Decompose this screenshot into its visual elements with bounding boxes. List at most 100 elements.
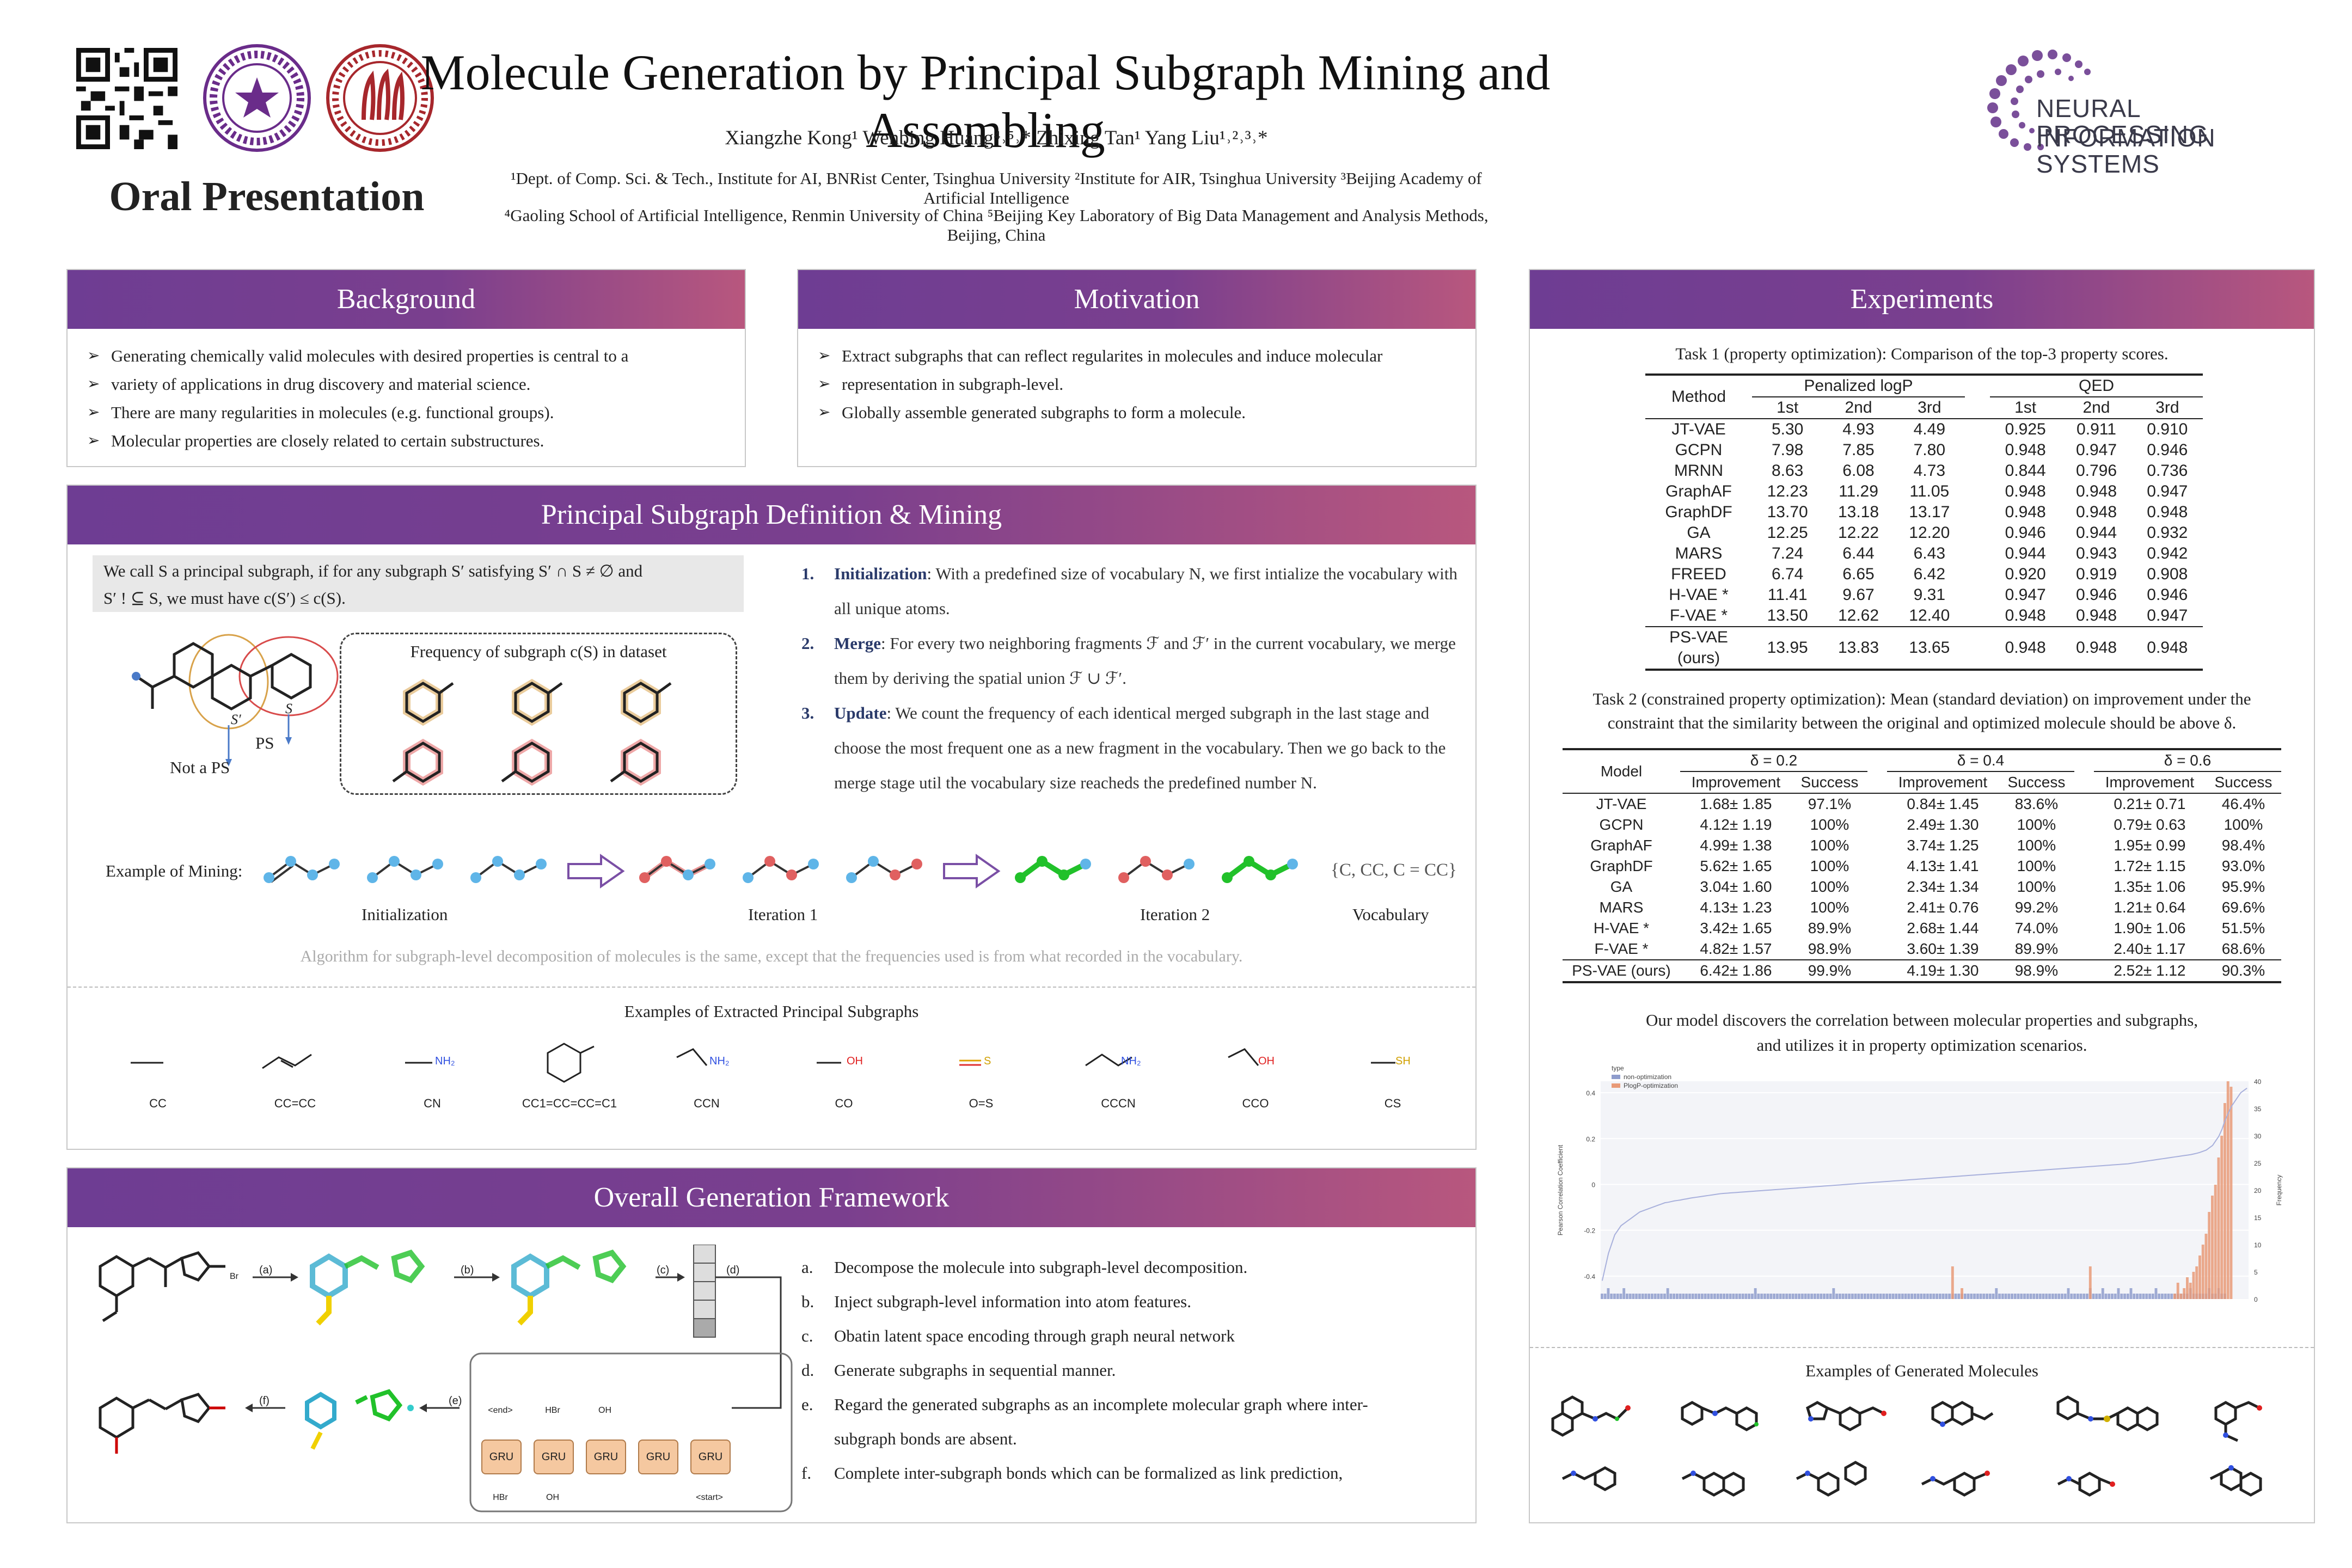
table-cell: 12.25 (1767, 524, 1808, 542)
table-cell: 99.2% (2014, 899, 2059, 916)
step-number: 2. (801, 634, 814, 653)
generated-title: Examples of Generated Molecules (1805, 1361, 2038, 1380)
authors: Xiangzhe Kong¹ Wenbing Huang⁴˒⁵˒* Zhixin… (725, 127, 1268, 149)
gru-cell: GRU (638, 1440, 678, 1474)
br-label: Br (230, 1272, 238, 1281)
bar-non-optimization (1619, 1294, 1622, 1299)
bar-non-optimization (1698, 1294, 1701, 1299)
y2-tick-label: 0 (2254, 1296, 2258, 1303)
y-axis-label: Pearson Correlation Coefficient (1557, 1144, 1564, 1235)
gru-cell: GRU (481, 1440, 522, 1474)
table-cell: 0.948 (2005, 607, 2046, 624)
bar-non-optimization (2129, 1288, 2133, 1299)
table-cell: 4.12± 1.19 (1700, 816, 1772, 833)
table-cell: 0.946 (2147, 586, 2188, 604)
neurips-text-1: NEURAL INFORMATION (2036, 94, 2216, 152)
bar-non-optimization (2057, 1294, 2061, 1299)
arrow-label-d: (d) (726, 1264, 740, 1276)
table-cell: 90.3% (2221, 962, 2265, 979)
motivation-item: Extract subgraphs that can reflect regul… (818, 342, 1460, 370)
table-cell: 0.920 (2005, 565, 2046, 583)
bar-non-optimization (1813, 1294, 1816, 1299)
smiles-label: CC (149, 1097, 167, 1110)
smiles-label: CCN (694, 1097, 720, 1110)
bar-non-optimization (1704, 1294, 1707, 1299)
table-cell: 3.42± 1.65 (1700, 920, 1772, 936)
smiles-label: CCO (1242, 1097, 1269, 1110)
table-cell: 98.4% (2221, 837, 2265, 854)
arrow-label-c: (c) (657, 1264, 670, 1276)
table-cell: 0.948 (2005, 482, 2046, 500)
framework-title: Overall Generation Framework (68, 1168, 1475, 1227)
table-cell: 12.40 (1909, 607, 1950, 624)
bar-non-optimization (1601, 1294, 1603, 1299)
bar-plogp-optimization (2230, 1087, 2233, 1299)
table-cell: 0.908 (2147, 565, 2188, 583)
gru-input-token: <start> (696, 1493, 723, 1502)
background-item: There are many regularities in molecules… (87, 399, 730, 427)
framework-step: subgraph bonds are absent. (834, 1429, 1017, 1448)
bar-plogp-optimization (1961, 1288, 1963, 1299)
bar-non-optimization (2142, 1294, 2145, 1299)
table-cell: 12.22 (1837, 524, 1879, 542)
not-ps-label: Not a PS (170, 758, 230, 777)
divider (68, 987, 1475, 988)
rank-header: 3rd (2155, 399, 2179, 416)
bar-non-optimization (2004, 1294, 2007, 1299)
table-cell: 0.932 (2147, 524, 2188, 542)
table-cell: 0.736 (2147, 462, 2188, 480)
bar-non-optimization (1938, 1294, 1941, 1299)
table-cell: 0.21± 0.71 (2114, 795, 2186, 812)
bar-non-optimization (1820, 1294, 1823, 1299)
gru-input-token: OH (546, 1493, 559, 1502)
mining-example-diagram (264, 854, 1298, 889)
bar-non-optimization (1763, 1294, 1766, 1299)
bar-non-optimization (2148, 1294, 2151, 1299)
bar-non-optimization (2111, 1294, 2114, 1299)
bar-non-optimization (1870, 1294, 1873, 1299)
bar-non-optimization (2123, 1294, 2126, 1299)
bar-non-optimization (1666, 1288, 1669, 1299)
bar-non-optimization (1895, 1294, 1898, 1299)
bar-non-optimization (1923, 1294, 1926, 1299)
table-cell: 0.948 (2005, 441, 2046, 459)
example-of-mining-label: Example of Mining: (106, 861, 243, 880)
table-cell: 93.0% (2221, 857, 2265, 874)
model-name: GCPN (1599, 816, 1644, 833)
step-name: Initialization (834, 564, 927, 583)
ps-example-molecule (132, 634, 339, 767)
table-cell: 0.946 (2005, 524, 2046, 542)
mining-step-2: 2. Merge: For every two neighboring fragm… (801, 626, 1460, 696)
bar-non-optimization (2101, 1288, 2104, 1299)
table-cell: 0.948 (2147, 503, 2188, 521)
model-name: MRNN (1674, 462, 1723, 480)
bar-non-optimization (1941, 1294, 1945, 1299)
table-row: MARS 7.24 6.44 6.43 0.944 0.943 0.942 (1645, 543, 2203, 564)
bar-non-optimization (2136, 1294, 2139, 1299)
delta-header: δ = 0.2 (1680, 750, 1867, 772)
bar-non-optimization (1841, 1294, 1845, 1299)
y2-tick-label: 10 (2254, 1241, 2262, 1249)
atom-label: NH₂ (709, 1055, 730, 1067)
gru-row: GRU <end> HBr GRU HBr OH GRU OH GRU GRU <start> (481, 1406, 786, 1515)
model-header: Model (1600, 763, 1643, 780)
framework-step: d. Generate subgraphs in sequential manne… (801, 1361, 1116, 1380)
bar-non-optimization (1725, 1294, 1729, 1299)
bar-plogp-optimization (2179, 1294, 2183, 1299)
table-cell: 13.83 (1837, 639, 1879, 657)
bar-non-optimization (1863, 1294, 1866, 1299)
bar-non-optimization (2120, 1294, 2123, 1299)
table-row: MARS 4.13± 1.23 100% 2.41± 0.76 99.2% 1.21± 0… (1563, 897, 2281, 918)
table-cell: 0.948 (2075, 639, 2117, 657)
step-name: Merge (834, 634, 881, 653)
step-number: 1. (801, 564, 814, 583)
success-header: Success (2007, 774, 2066, 791)
step-text: : For every two neighboring fragments ℱ … (834, 634, 1456, 688)
legend-label: PlogP-optimization (1624, 1082, 1678, 1089)
success-header: Success (2214, 774, 2273, 791)
legend-label: non-optimization (1624, 1073, 1671, 1081)
table-cell: 2.34± 1.34 (1907, 878, 1979, 895)
bar-non-optimization (1866, 1294, 1870, 1299)
y2-tick-label: 15 (2254, 1214, 2262, 1222)
table-cell: 100% (1810, 857, 1849, 874)
